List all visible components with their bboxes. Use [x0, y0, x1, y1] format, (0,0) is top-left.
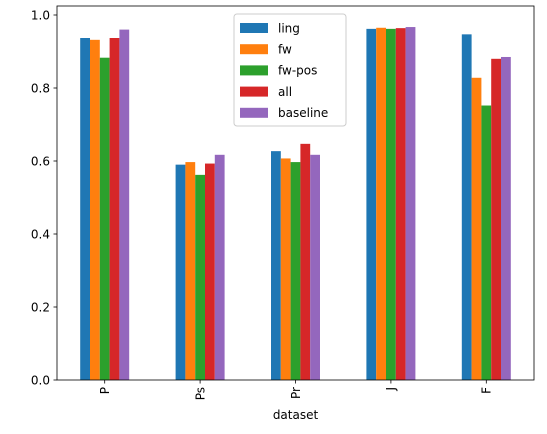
bar-baseline-Pr [310, 154, 320, 380]
legend-box [233, 13, 347, 127]
bar-baseline-J [405, 27, 416, 381]
legend-label-fw-pos: fw-pos [278, 64, 317, 78]
legend-swatch-ling [240, 23, 268, 33]
bar-fw-pos-J [386, 28, 396, 381]
bar-fw-pos-Ps [195, 174, 205, 380]
bar-fw-J [376, 27, 386, 381]
y-tick-label: 0.6 [31, 154, 50, 168]
bar-fw-pos-P [99, 57, 110, 380]
bar-all-J [395, 28, 406, 380]
legend-label-fw: fw [278, 43, 292, 57]
x-tick-label: J [384, 387, 398, 392]
bar-ling-Ps [175, 164, 186, 380]
y-tick-label: 0.0 [31, 373, 50, 387]
bar-all-P [109, 38, 120, 380]
x-axis-label: dataset [273, 408, 319, 422]
bar-fw-F [471, 77, 482, 380]
y-tick-label: 1.0 [31, 8, 50, 22]
x-tick-label: F [480, 387, 494, 394]
y-tick-label: 0.2 [31, 300, 50, 314]
legend-label-all: all [278, 85, 292, 99]
bar-ling-Pr [271, 151, 281, 380]
y-tick-label: 0.4 [31, 227, 50, 241]
bar-baseline-Ps [214, 154, 225, 380]
bar-fw-Pr [280, 158, 291, 380]
bar-fw-Ps [185, 162, 196, 380]
bar-ling-P [80, 38, 90, 380]
plot-area [80, 27, 511, 381]
bar-ling-J [366, 28, 377, 381]
bar-ling-F [461, 34, 472, 380]
legend-label-baseline: baseline [278, 106, 328, 120]
bar-fw-pos-Pr [290, 162, 301, 380]
bar-fw-pos-F [481, 105, 492, 381]
axes: 0.0 0.2 0.4 0.6 0.8 1.0 P Ps Pr J F [31, 5, 535, 400]
x-tick-label: P [98, 387, 112, 394]
bar-all-Pr [300, 143, 311, 380]
legend-swatch-fw [240, 44, 268, 55]
legend-swatch-baseline [240, 107, 268, 118]
y-tick-label: 0.8 [31, 81, 50, 95]
legend-label-ling: ling [278, 21, 300, 35]
bar-all-Ps [205, 163, 215, 380]
legend-swatch-fw-pos [240, 65, 268, 76]
bar-fw-P [90, 39, 100, 380]
x-tick-label: Pr [289, 387, 303, 399]
bar-baseline-F [501, 56, 511, 380]
bar-all-F [491, 58, 501, 381]
bar-baseline-P [119, 29, 130, 380]
legend-swatch-all [240, 86, 268, 97]
legend: ling fw fw-pos all baseline [233, 13, 347, 127]
x-tick-label: Ps [193, 387, 207, 400]
